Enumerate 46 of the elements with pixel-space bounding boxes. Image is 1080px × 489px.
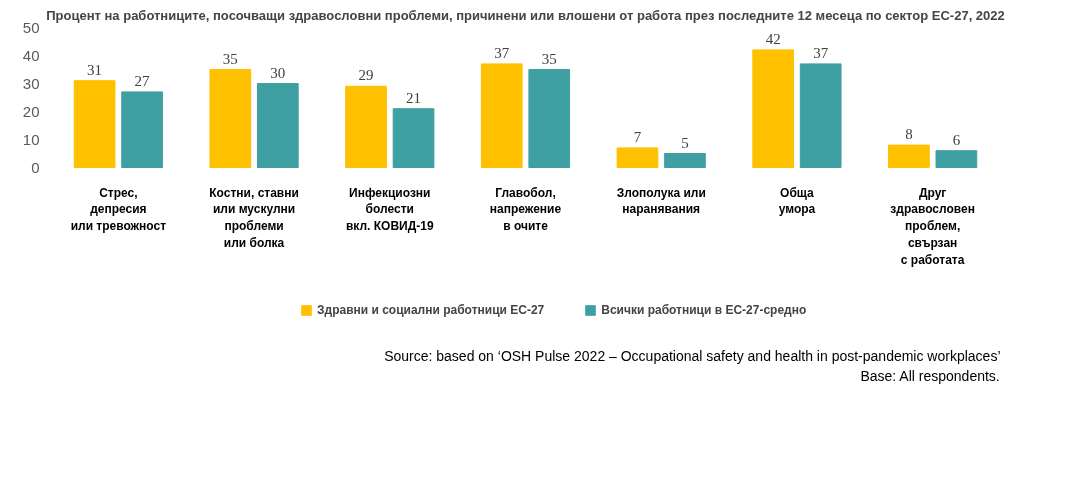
- bar: [664, 153, 706, 168]
- bar: [616, 147, 659, 168]
- y-tick-label: 30: [22, 74, 40, 92]
- x-tick-label: Стрес, депресия или тревожност: [70, 185, 167, 234]
- legend-label: Здравни и социални работници ЕС-27: [317, 303, 545, 317]
- source-note: Source: based on ‘OSH Pulse 2022 – Occupational safety and health in post-pandemic workplaces’: [384, 347, 1001, 364]
- data-label: 8: [905, 126, 913, 143]
- bar: [752, 49, 795, 168]
- x-tick-label: Инфекциозни болести вкл. КОВИД-19: [345, 185, 434, 234]
- x-tick-label: Главобол, напрежение в очите: [489, 185, 562, 234]
- data-label: 31: [87, 61, 103, 78]
- data-label: 21: [406, 89, 422, 106]
- data-label: 7: [633, 128, 642, 145]
- bar: [209, 69, 252, 168]
- bar: [345, 85, 387, 168]
- y-tick-label: 0: [31, 158, 40, 176]
- data-label: 5: [681, 134, 689, 151]
- bar: [888, 144, 930, 168]
- text: Base: All respondents.: [860, 367, 1000, 384]
- x-tick-label: Друг здравословен проблем, свързан с работата: [890, 185, 975, 267]
- y-tick-label: 10: [22, 130, 40, 148]
- bar: [480, 63, 523, 168]
- bar: [73, 80, 116, 168]
- chart-title: Процент на работниците, посочващи здравословни проблеми, причинени или влошени от работа през последните 12 месеца по сектор ЕС-27, 2022: [46, 7, 1005, 23]
- y-tick-label: 20: [22, 102, 40, 120]
- x-tick-label: Злополука или наранявания: [616, 185, 706, 217]
- bar: [528, 69, 571, 168]
- data-label: 30: [270, 64, 286, 81]
- data-label: 37: [494, 44, 510, 61]
- bar: [799, 63, 842, 168]
- bar: [392, 108, 435, 168]
- bar: [935, 150, 978, 168]
- x-tick-label: Костни, ставни или мускулни проблеми или болка: [209, 185, 299, 250]
- data-label: 37: [813, 44, 829, 61]
- y-tick-label: 50: [22, 18, 40, 36]
- legend-label: Всички работници в ЕС-27-средно: [601, 303, 807, 317]
- data-label: 42: [765, 30, 781, 47]
- bar: [121, 91, 163, 168]
- data-label: 29: [358, 67, 374, 84]
- data-label: 27: [134, 72, 151, 89]
- data-label: 6: [952, 131, 961, 148]
- x-tick-label: Обща умора: [778, 185, 816, 217]
- y-tick-label: 40: [22, 46, 40, 64]
- bar: [256, 83, 299, 168]
- data-label: 35: [222, 50, 238, 67]
- data-label: 35: [541, 50, 557, 67]
